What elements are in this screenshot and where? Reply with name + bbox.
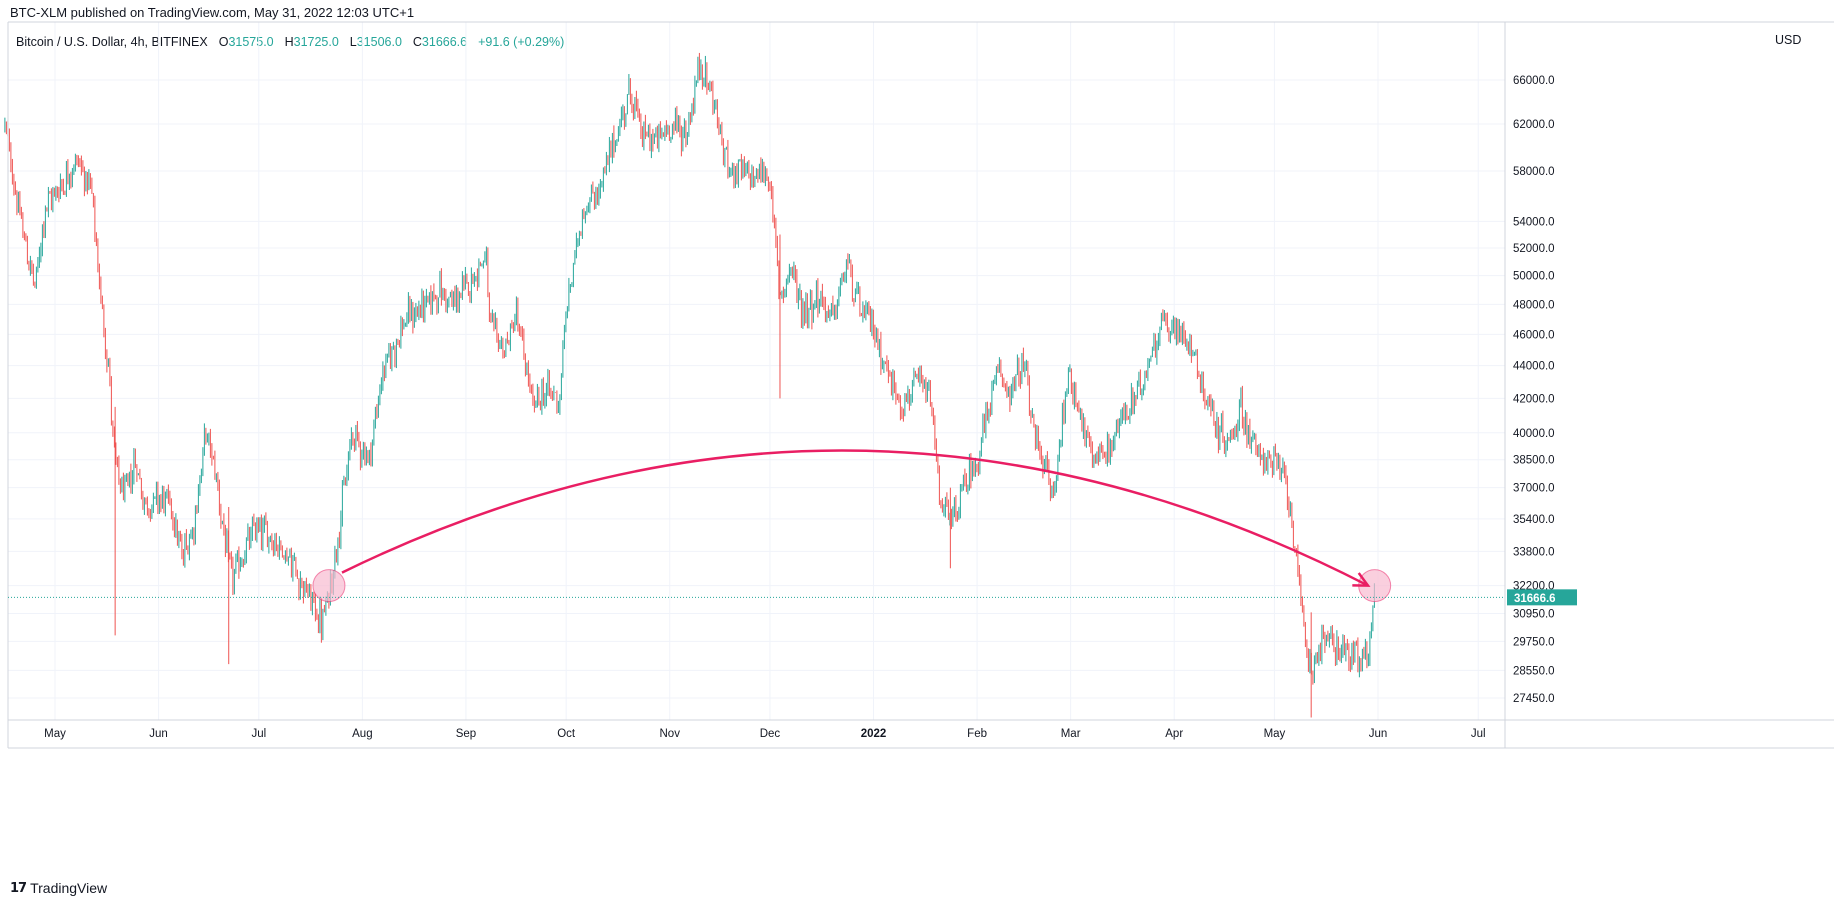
x-tick-label: May bbox=[44, 728, 66, 740]
y-tick-label: 54000.0 bbox=[1513, 216, 1555, 228]
y-tick-label: 48000.0 bbox=[1513, 299, 1555, 311]
x-tick-label: Apr bbox=[1165, 728, 1183, 740]
currency-label: USD bbox=[1775, 33, 1802, 47]
x-tick-label: Jun bbox=[149, 728, 168, 740]
x-tick-label: 2022 bbox=[861, 728, 887, 740]
high-value: 31725.0 bbox=[293, 35, 339, 49]
y-tick-label: 46000.0 bbox=[1513, 329, 1555, 341]
x-tick-label: Jul bbox=[1471, 728, 1486, 740]
high-label: H bbox=[284, 35, 294, 49]
y-tick-label: 62000.0 bbox=[1513, 119, 1555, 131]
tradingview-logo-text: TradingView bbox=[30, 880, 108, 896]
axes: 66000.0 62000.0 58000.0 54000.0 52000.0 50000… bbox=[7, 21, 1834, 749]
low-label: L bbox=[349, 35, 357, 49]
candles bbox=[4, 52, 1375, 718]
tradingview-logo-icon: 17 bbox=[10, 880, 27, 896]
y-tick-label: 44000.0 bbox=[1513, 361, 1555, 373]
x-tick-label: Mar bbox=[1061, 728, 1081, 740]
annotations[interactable] bbox=[312, 449, 1392, 603]
last-price-label: 31666.6 bbox=[1514, 593, 1556, 605]
published-caption: BTC-XLM published on TradingView.com, Ma… bbox=[10, 5, 415, 20]
y-tick-label: 50000.0 bbox=[1513, 271, 1555, 283]
y-tick-label: 38500.0 bbox=[1513, 455, 1555, 467]
highlight-circle[interactable] bbox=[312, 569, 346, 603]
close-label: C bbox=[412, 35, 422, 49]
y-tick-label: 40000.0 bbox=[1513, 428, 1555, 440]
symbol-name: Bitcoin / U.S. Dollar, 4h, BITFINEX bbox=[16, 35, 208, 49]
arrowhead bbox=[1352, 572, 1371, 587]
y-tick-label: 58000.0 bbox=[1513, 166, 1555, 178]
open-label: O bbox=[218, 35, 229, 49]
last-price-badge bbox=[1507, 589, 1577, 606]
x-tick-label: Nov bbox=[660, 728, 681, 740]
y-tick-label: 28550.0 bbox=[1513, 665, 1555, 677]
grid bbox=[8, 22, 1505, 720]
y-tick-label: 66000.0 bbox=[1513, 75, 1555, 87]
y-tick-label: 30950.0 bbox=[1513, 608, 1555, 620]
x-tick-label: Aug bbox=[352, 728, 372, 740]
x-tick-label: Feb bbox=[967, 728, 987, 740]
close-value: 31666.6 bbox=[421, 35, 468, 49]
y-tick-label: 35400.0 bbox=[1513, 514, 1555, 526]
x-tick-label: Dec bbox=[760, 728, 781, 740]
open-value: 31575.0 bbox=[228, 35, 274, 49]
y-tick-label: 42000.0 bbox=[1513, 393, 1555, 405]
x-tick-label: May bbox=[1264, 728, 1286, 740]
y-tick-label: 29750.0 bbox=[1513, 636, 1555, 648]
y-tick-label: 27450.0 bbox=[1513, 693, 1555, 705]
symbol-legend: Bitcoin / U.S. Dollar, 4h, BITFINEX O315… bbox=[16, 35, 564, 49]
x-tick-label: Sep bbox=[456, 728, 476, 740]
y-tick-label: 33800.0 bbox=[1513, 546, 1555, 558]
tradingview-logo[interactable]: 17 TradingView bbox=[10, 880, 107, 896]
x-tick-label: Jul bbox=[251, 728, 266, 740]
y-tick-label: 37000.0 bbox=[1513, 483, 1555, 495]
low-value: 31506.0 bbox=[356, 35, 402, 49]
arc-arrow[interactable] bbox=[341, 449, 1369, 587]
x-tick-label: Jun bbox=[1369, 728, 1388, 740]
change-value: +91.6 (+0.29%) bbox=[478, 35, 565, 49]
x-tick-label: Oct bbox=[557, 728, 576, 740]
y-tick-label: 52000.0 bbox=[1513, 243, 1555, 255]
